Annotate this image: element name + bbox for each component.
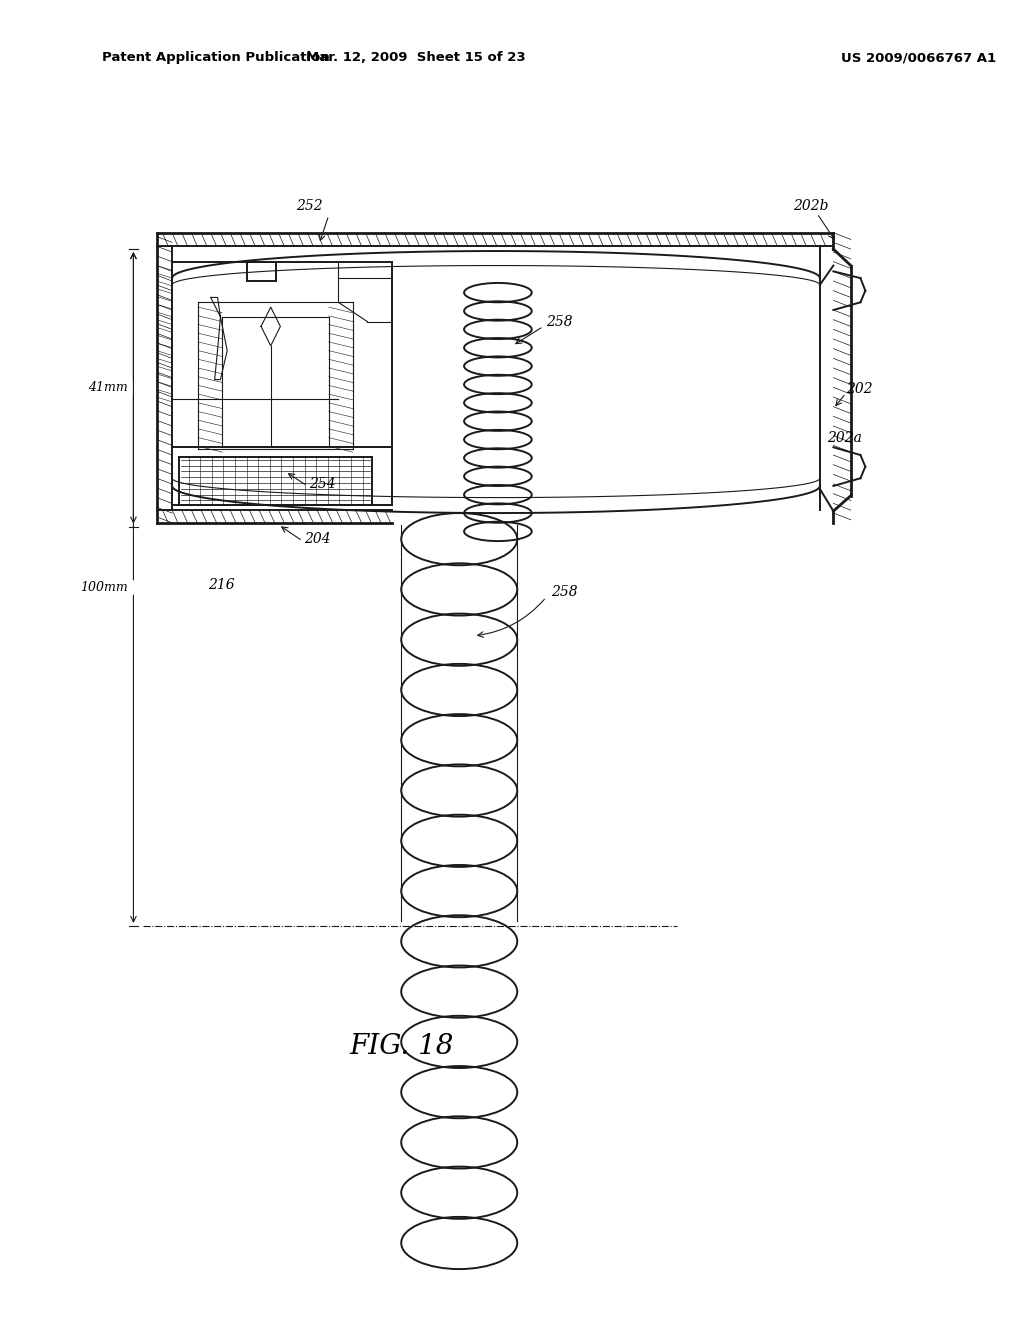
Text: 204: 204 — [304, 532, 331, 546]
Text: 258: 258 — [546, 314, 572, 329]
Text: 202: 202 — [846, 383, 872, 396]
Text: FIG. 18: FIG. 18 — [349, 1034, 454, 1060]
Text: 41mm: 41mm — [88, 381, 128, 395]
Text: 252: 252 — [296, 199, 323, 213]
Text: US 2009/0066767 A1: US 2009/0066767 A1 — [841, 51, 996, 65]
Text: 216: 216 — [208, 578, 234, 591]
Text: Patent Application Publication: Patent Application Publication — [101, 51, 330, 65]
Text: 254: 254 — [309, 477, 336, 491]
Text: 258: 258 — [551, 585, 578, 599]
Text: 202b: 202b — [793, 199, 828, 213]
Text: 100mm: 100mm — [80, 581, 128, 594]
Text: 202a: 202a — [826, 430, 861, 445]
Text: Mar. 12, 2009  Sheet 15 of 23: Mar. 12, 2009 Sheet 15 of 23 — [306, 51, 525, 65]
